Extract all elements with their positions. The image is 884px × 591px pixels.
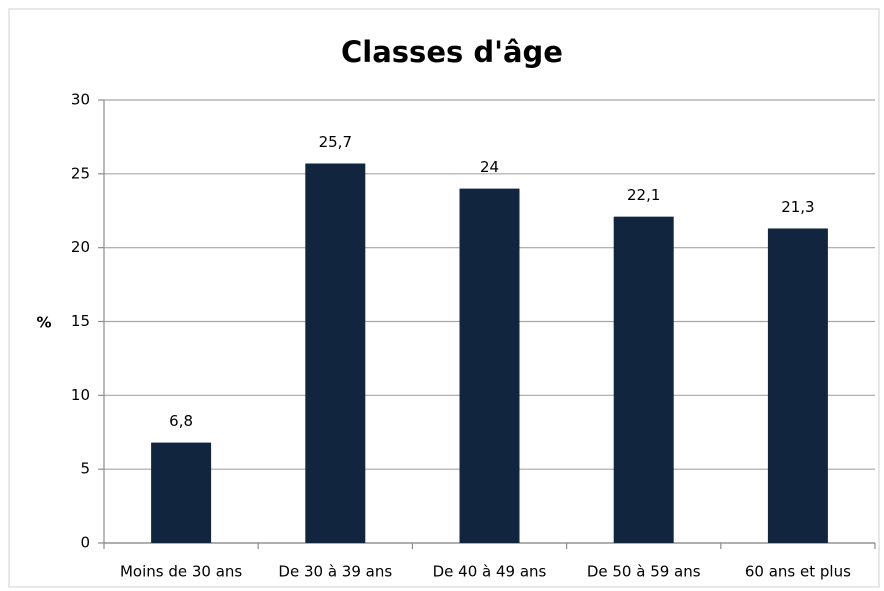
bar bbox=[613, 216, 674, 543]
y-tick-label: 15 bbox=[71, 312, 90, 330]
y-tick-label: 25 bbox=[71, 164, 90, 182]
y-tick-label: 0 bbox=[80, 534, 90, 552]
x-tick-label: 60 ans et plus bbox=[745, 563, 851, 581]
x-tick-label: De 50 à 59 ans bbox=[587, 563, 701, 581]
chart-title: Classes d'âge bbox=[341, 35, 563, 69]
bar bbox=[459, 188, 520, 543]
y-axis-label: % bbox=[36, 314, 51, 332]
y-tick-label: 10 bbox=[71, 386, 90, 404]
bar bbox=[767, 228, 828, 543]
data-label: 6,8 bbox=[169, 412, 193, 430]
bar bbox=[151, 442, 212, 543]
bar bbox=[305, 163, 366, 543]
y-tick-label: 30 bbox=[71, 91, 90, 109]
x-tick-label: De 30 à 39 ans bbox=[278, 563, 392, 581]
data-label: 21,3 bbox=[781, 198, 814, 216]
chart-border bbox=[8, 8, 880, 588]
x-tick-label: De 40 à 49 ans bbox=[433, 563, 547, 581]
data-label: 25,7 bbox=[319, 133, 352, 151]
data-label: 22,1 bbox=[627, 186, 660, 204]
x-tick-label: Moins de 30 ans bbox=[120, 563, 242, 581]
y-tick-label: 20 bbox=[71, 238, 90, 256]
data-label: 24 bbox=[480, 158, 499, 176]
y-tick-label: 5 bbox=[80, 460, 90, 478]
